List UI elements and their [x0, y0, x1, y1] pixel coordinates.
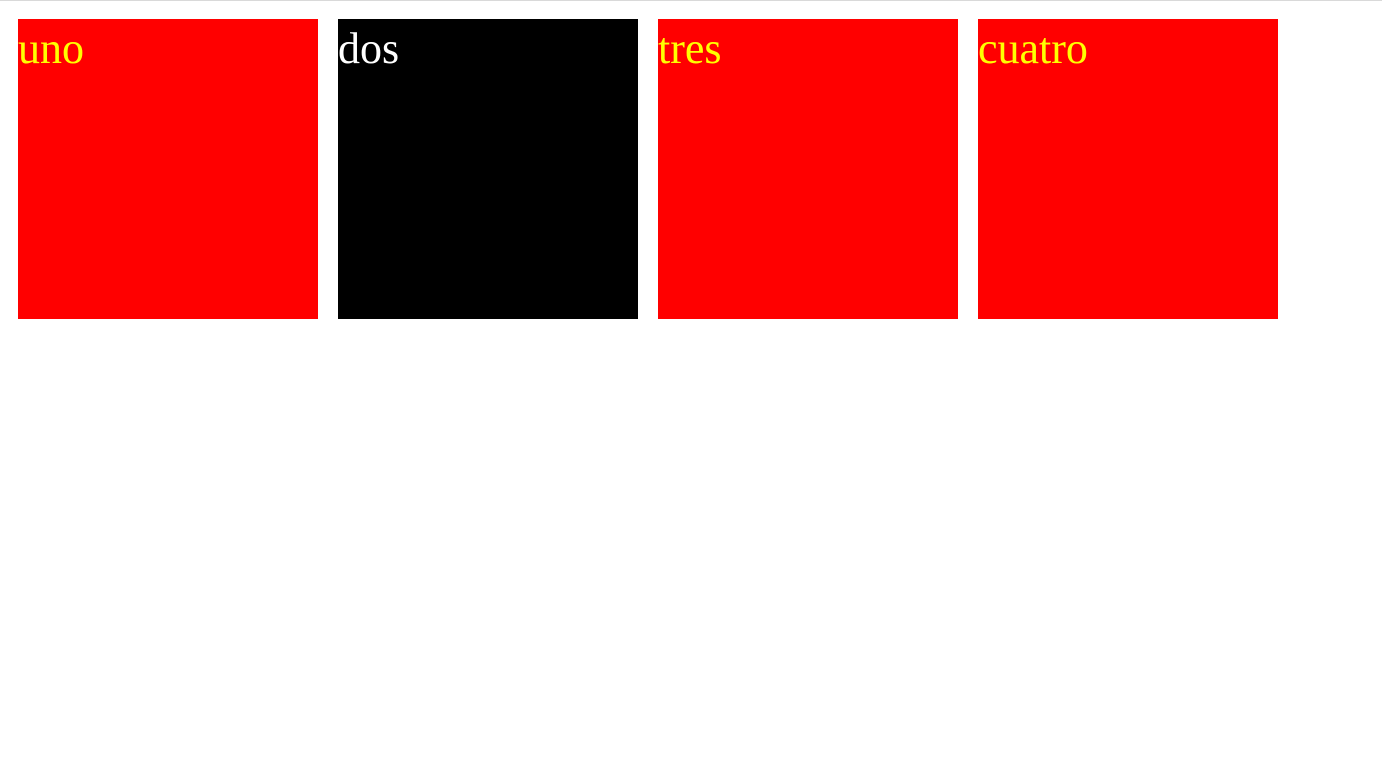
box-dos-label: dos: [338, 24, 400, 73]
top-border-divider: [0, 0, 1382, 1]
box-tres-label: tres: [658, 24, 722, 73]
box-uno: uno: [18, 19, 318, 319]
box-row: uno dos tres cuatro: [18, 19, 1278, 319]
box-uno-label: uno: [18, 24, 84, 73]
box-cuatro-label: cuatro: [978, 24, 1088, 73]
box-dos: dos: [338, 19, 638, 319]
box-cuatro: cuatro: [978, 19, 1278, 319]
box-tres: tres: [658, 19, 958, 319]
